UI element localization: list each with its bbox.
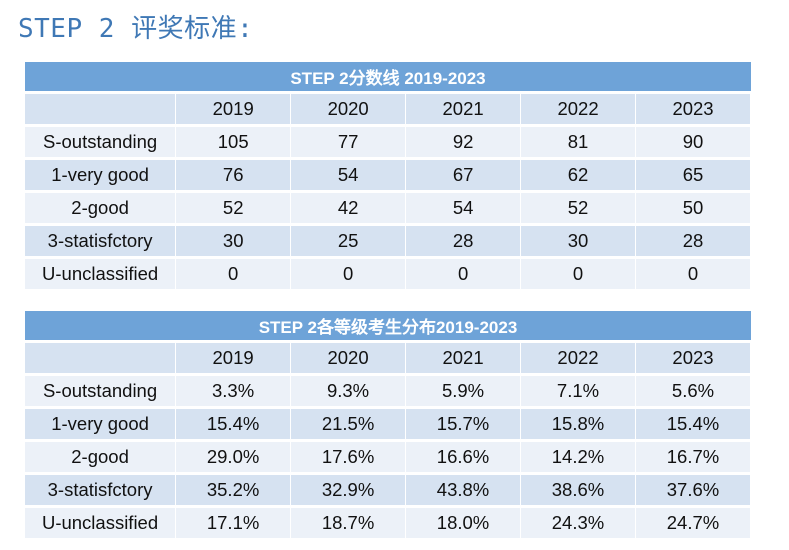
score-thresholds-table: STEP 2分数线 2019-2023 2019 2020 2021 2022 … xyxy=(25,62,751,292)
year-header: 2023 xyxy=(635,343,751,376)
table-cell: 52 xyxy=(176,193,292,226)
table-cell: 5.6% xyxy=(635,376,751,409)
table-cell: 105 xyxy=(176,127,292,160)
row-label: 3-statisfctory xyxy=(25,475,177,508)
row-label: U-unclassified xyxy=(25,508,177,541)
table-cell: 9.3% xyxy=(291,376,407,409)
table-cell: 0 xyxy=(521,259,637,292)
table-cell: 3.3% xyxy=(176,376,292,409)
table-cell: 62 xyxy=(521,160,637,193)
table-cell: 90 xyxy=(636,127,751,160)
table-cell: 18.0% xyxy=(406,508,522,541)
table-cell: 25 xyxy=(291,226,407,259)
row-label: S-outstanding xyxy=(25,127,177,160)
row-label: 2-good xyxy=(25,193,177,226)
table-cell: 15.4% xyxy=(176,409,292,442)
year-header: 2019 xyxy=(176,343,292,376)
table-cell: 24.7% xyxy=(635,508,751,541)
table-row: 3-statisfctory 30 25 28 30 28 xyxy=(25,226,751,259)
table-cell: 28 xyxy=(636,226,751,259)
table-cell: 24.3% xyxy=(521,508,636,541)
table-title-row: STEP 2分数线 2019-2023 xyxy=(25,62,751,94)
table-cell: 52 xyxy=(521,193,637,226)
table-cell: 65 xyxy=(636,160,751,193)
table-cell: 21.5% xyxy=(291,409,407,442)
table-cell: 30 xyxy=(176,226,292,259)
table-cell: 14.2% xyxy=(521,442,636,475)
table-row: 2-good 29.0% 17.6% 16.6% 14.2% 16.7% xyxy=(25,442,751,475)
table-row: U-unclassified 17.1% 18.7% 18.0% 24.3% 2… xyxy=(25,508,751,541)
table-cell: 0 xyxy=(406,259,522,292)
table-row: U-unclassified 0 0 0 0 0 xyxy=(25,259,751,292)
table-cell: 30 xyxy=(521,226,637,259)
table-row: 2-good 52 42 54 52 50 xyxy=(25,193,751,226)
row-label: 1-very good xyxy=(25,409,177,442)
row-label: U-unclassified xyxy=(25,259,177,292)
table-cell: 16.6% xyxy=(406,442,522,475)
corner-cell xyxy=(25,343,177,376)
table-cell: 16.7% xyxy=(635,442,751,475)
page-heading: STEP 2 评奖标准: xyxy=(18,14,254,44)
table-cell: 32.9% xyxy=(291,475,407,508)
table-cell: 35.2% xyxy=(176,475,292,508)
table-cell: 54 xyxy=(406,193,522,226)
table-cell: 38.6% xyxy=(521,475,636,508)
table-cell: 0 xyxy=(176,259,292,292)
table-cell: 50 xyxy=(636,193,751,226)
row-label: 1-very good xyxy=(25,160,177,193)
row-label: S-outstanding xyxy=(25,376,177,409)
year-header: 2022 xyxy=(521,343,636,376)
table-cell: 17.1% xyxy=(176,508,292,541)
table-row: 3-statisfctory 35.2% 32.9% 43.8% 38.6% 3… xyxy=(25,475,751,508)
table-cell: 5.9% xyxy=(406,376,522,409)
row-label: 3-statisfctory xyxy=(25,226,177,259)
table-cell: 76 xyxy=(176,160,292,193)
table-cell: 81 xyxy=(521,127,637,160)
table-cell: 17.6% xyxy=(291,442,407,475)
year-header-row: 2019 2020 2021 2022 2023 xyxy=(25,343,751,376)
year-header: 2020 xyxy=(291,94,407,127)
table-cell: 0 xyxy=(636,259,751,292)
table-cell: 0 xyxy=(291,259,407,292)
table-cell: 92 xyxy=(406,127,522,160)
table-cell: 67 xyxy=(406,160,522,193)
table-cell: 28 xyxy=(406,226,522,259)
table-title: STEP 2各等级考生分布2019-2023 xyxy=(25,311,751,343)
row-label: 2-good xyxy=(25,442,177,475)
table-cell: 7.1% xyxy=(521,376,636,409)
table-title: STEP 2分数线 2019-2023 xyxy=(25,62,751,94)
table-title-row: STEP 2各等级考生分布2019-2023 xyxy=(25,311,751,343)
corner-cell xyxy=(25,94,177,127)
year-header: 2022 xyxy=(521,94,637,127)
grade-distribution-table: STEP 2各等级考生分布2019-2023 2019 2020 2021 20… xyxy=(25,311,751,541)
table-cell: 15.4% xyxy=(635,409,751,442)
table-row: 1-very good 76 54 67 62 65 xyxy=(25,160,751,193)
table-row: S-outstanding 3.3% 9.3% 5.9% 7.1% 5.6% xyxy=(25,376,751,409)
year-header: 2021 xyxy=(406,343,522,376)
table-cell: 42 xyxy=(291,193,407,226)
year-header: 2019 xyxy=(176,94,292,127)
year-header: 2023 xyxy=(636,94,751,127)
table-cell: 54 xyxy=(291,160,407,193)
table-cell: 37.6% xyxy=(635,475,751,508)
year-header-row: 2019 2020 2021 2022 2023 xyxy=(25,94,751,127)
year-header: 2020 xyxy=(291,343,407,376)
table-cell: 77 xyxy=(291,127,407,160)
table-cell: 29.0% xyxy=(176,442,292,475)
table-row: S-outstanding 105 77 92 81 90 xyxy=(25,127,751,160)
year-header: 2021 xyxy=(406,94,522,127)
table-cell: 15.7% xyxy=(406,409,522,442)
table-cell: 15.8% xyxy=(521,409,636,442)
table-cell: 18.7% xyxy=(291,508,407,541)
table-cell: 43.8% xyxy=(406,475,522,508)
table-row: 1-very good 15.4% 21.5% 15.7% 15.8% 15.4… xyxy=(25,409,751,442)
